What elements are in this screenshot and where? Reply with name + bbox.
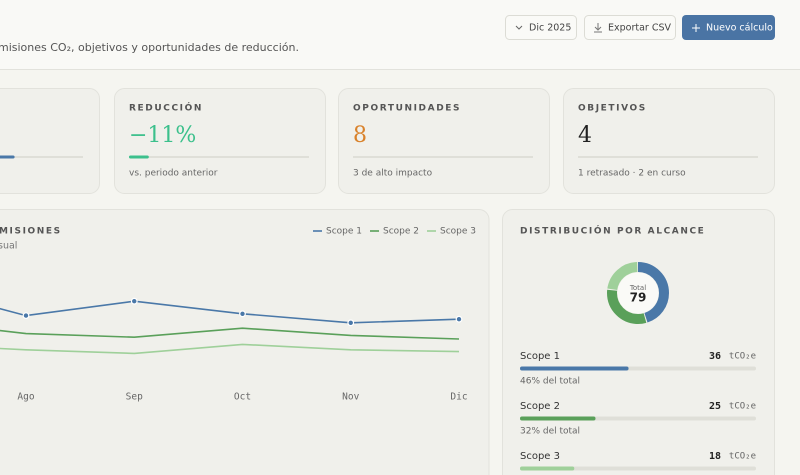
kpi-card: [0, 88, 100, 194]
scope-value: 18: [709, 451, 721, 462]
scope-bar: [520, 466, 575, 471]
kpi-progress: [0, 155, 15, 159]
series-line: [0, 327, 460, 340]
scope-share: 46% del total: [520, 377, 580, 387]
x-tick-label: Dic: [450, 392, 467, 403]
subtitle: misiones CO₂, objetivos y oportunidades …: [0, 41, 299, 54]
point: [347, 319, 355, 327]
point: [22, 312, 30, 320]
x-tick-label: Ago: [17, 392, 34, 403]
scope-name: Scope 1: [520, 351, 560, 362]
chart-subtitle: sual: [0, 241, 17, 252]
scope-unit: tCO₂e: [729, 352, 756, 362]
donut-segment: [607, 262, 669, 324]
x-tick-label: Sep: [126, 392, 143, 403]
kpi-note: 1 retrasado · 2 en curso: [578, 169, 686, 179]
button-label: Exportar CSV: [608, 23, 672, 34]
kpi-note: vs. periodo anterior: [129, 169, 218, 179]
point: [130, 297, 138, 305]
donut-panel: [502, 209, 775, 475]
export-button[interactable]: Exportar CSV: [584, 15, 676, 40]
kpi-value: 4: [578, 123, 592, 148]
kpi-value: 8: [353, 123, 367, 148]
scope-name: Scope 2: [520, 401, 560, 412]
scope-name: Scope 3: [520, 451, 560, 462]
scope-value: 25: [709, 401, 721, 412]
x-tick-label: Nov: [342, 392, 359, 403]
legend-label: Scope 2: [383, 227, 419, 237]
x-tick-label: Oct: [234, 392, 251, 403]
scope-unit: tCO₂e: [729, 452, 756, 462]
scope-value: 36: [709, 351, 721, 362]
point: [239, 310, 246, 318]
kpi-track: [0, 156, 83, 158]
scope-bar: [520, 366, 629, 371]
scope-share: 32% del total: [520, 427, 580, 437]
donut-center-label: Total: [629, 284, 646, 292]
button-label: Dic 2025: [529, 23, 571, 34]
kpi-label: OBJETIVOS: [578, 104, 647, 114]
kpi-track: [353, 156, 533, 158]
chart-title: DISTRIBUCIÓN POR ALCANCE: [520, 225, 705, 237]
legend-label: Scope 3: [440, 227, 476, 237]
scope-unit: tCO₂e: [729, 402, 756, 412]
kpi-card: [563, 88, 775, 194]
kpi-label: OPORTUNIDADES: [353, 104, 461, 114]
kpi-label: REDUCCIÓN: [129, 102, 203, 114]
donut-segment: [607, 262, 669, 324]
series-line: [0, 300, 460, 324]
kpi-note: 3 de alto impacto: [353, 169, 433, 179]
scope-bar: [520, 416, 596, 421]
kpi-card: [114, 88, 326, 194]
period-button[interactable]: Dic 2025: [505, 15, 577, 40]
kpi-value: −11%: [129, 123, 196, 148]
donut-hole: [617, 272, 659, 314]
kpi-track: [578, 156, 758, 158]
kpi-track: [129, 156, 309, 158]
scope-track: [520, 466, 756, 471]
new-button[interactable]: Nuevo cálculo: [682, 15, 775, 40]
kpi-card: [338, 88, 550, 194]
chart-title: MISIONES: [0, 227, 62, 237]
point: [455, 315, 463, 323]
series-line: [0, 343, 460, 355]
kpi-progress: [129, 155, 149, 159]
donut-total: 79: [630, 291, 647, 305]
chart-panel: [0, 209, 490, 475]
header-bg: [0, 0, 800, 69]
button-label: Nuevo cálculo: [706, 23, 773, 34]
legend-label: Scope 1: [326, 227, 362, 237]
